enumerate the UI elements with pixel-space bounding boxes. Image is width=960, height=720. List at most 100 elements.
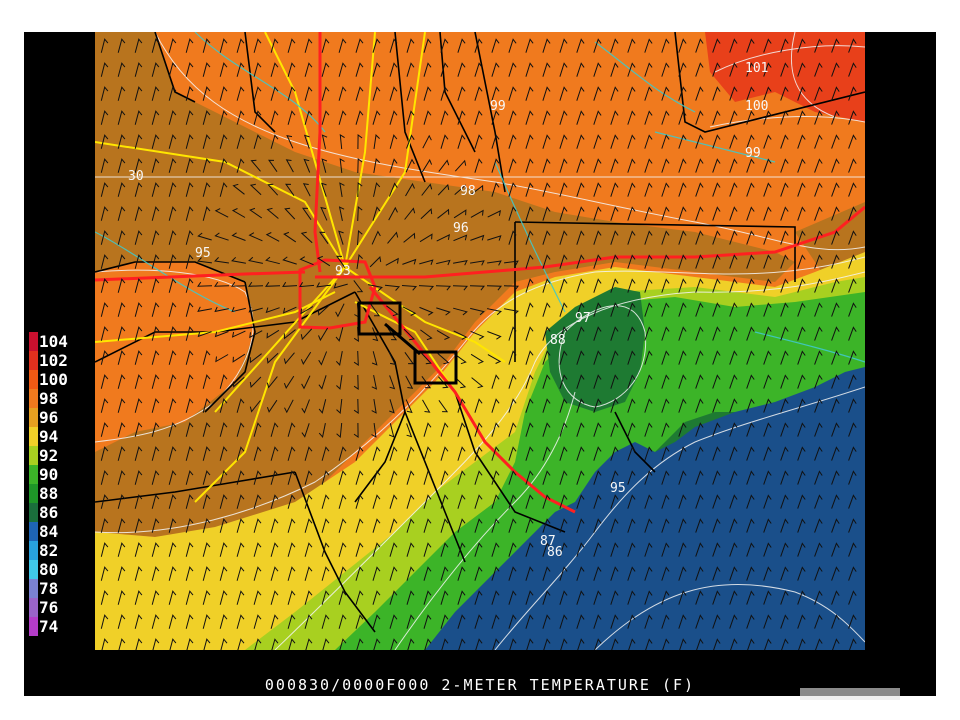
wind-barb (265, 281, 281, 287)
wind-barb (831, 182, 840, 197)
wind-barb (729, 182, 738, 197)
wind-barb (525, 254, 534, 269)
wind-barb (219, 566, 228, 581)
wind-barb (117, 230, 126, 245)
wind-barb (440, 470, 449, 485)
wind-barb (355, 590, 364, 605)
highlight-box-1 (357, 301, 402, 336)
wind-barb (168, 590, 177, 605)
wind-barb (283, 329, 296, 340)
wind-barb (214, 281, 230, 287)
wind-barb (134, 206, 143, 221)
wind-barb (798, 638, 806, 650)
wind-barb (151, 278, 160, 293)
wind-barb (814, 110, 823, 125)
wind-barb (219, 518, 228, 533)
wind-barb (645, 638, 653, 650)
wind-barb (593, 158, 602, 173)
wind-barb (712, 446, 721, 461)
wind-barb (219, 494, 228, 509)
temperature-map[interactable]: 101 100 99 99 98 96 95 93 97 88 95 86 87… (95, 32, 865, 650)
wind-barb (644, 230, 653, 245)
wind-barb (353, 374, 359, 390)
wind-barb (763, 254, 772, 269)
legend-swatch (29, 541, 38, 560)
legend-entry: 74 (29, 617, 93, 636)
wind-barb (763, 422, 772, 437)
wind-barb (712, 38, 721, 53)
wind-barb (100, 302, 109, 317)
interstates (95, 32, 865, 514)
wind-barb (831, 614, 840, 629)
wind-barb (746, 590, 755, 605)
wind-barb (610, 206, 619, 221)
wind-barb (814, 134, 823, 149)
wind-barb (197, 306, 212, 312)
wind-barb (454, 353, 467, 365)
wind-barb (474, 38, 483, 53)
wind-barb (814, 158, 823, 173)
wind-barb (232, 377, 245, 388)
wind-barb (168, 134, 177, 149)
wind-barb (729, 62, 738, 77)
wind-barb (185, 158, 194, 173)
wind-barb (560, 638, 568, 650)
wind-barb (286, 135, 294, 149)
wind-barb (610, 110, 619, 125)
wind-barb (831, 566, 840, 581)
wind-barb (848, 86, 857, 101)
wind-barb (406, 566, 415, 581)
wind-barb (287, 542, 296, 557)
wind-barb (372, 62, 381, 77)
wind-barb (797, 206, 806, 221)
wind-barb (525, 110, 534, 125)
wind-barb (168, 158, 177, 173)
wind-barb (644, 278, 653, 293)
wind-barb (168, 422, 177, 437)
wind-barb (814, 542, 823, 557)
wind-barb (559, 278, 568, 293)
wind-barb (236, 158, 245, 173)
contour-label: 30 (128, 169, 144, 184)
wind-barb (763, 302, 772, 317)
wind-barb (457, 422, 466, 437)
legend-entry: 100 (29, 370, 93, 389)
wind-barb (318, 375, 327, 390)
wind-barb (134, 422, 143, 437)
wind-barb (100, 398, 109, 413)
wind-barb (151, 110, 160, 125)
wind-barb (474, 62, 483, 77)
wind-barb (780, 182, 789, 197)
highways (95, 32, 506, 503)
wind-barb (525, 134, 534, 149)
wind-barb (100, 110, 109, 125)
wind-barb (185, 518, 194, 533)
wind-barb (389, 566, 398, 581)
wind-barb (763, 518, 772, 533)
wind-barb (559, 38, 568, 53)
wind-barb (696, 638, 704, 650)
wind-barb (457, 470, 466, 485)
wind-barb (440, 446, 449, 461)
legend-label: 86 (39, 503, 59, 522)
wind-barb (236, 446, 245, 461)
wind-barb (729, 374, 738, 389)
wind-barb (729, 398, 738, 413)
wind-barb (300, 328, 313, 341)
wind-barb (453, 307, 468, 316)
wind-barb (542, 542, 551, 557)
wind-barb (423, 470, 432, 485)
wind-barb (202, 374, 211, 389)
wind-barb (321, 494, 330, 509)
wind-barb (695, 446, 704, 461)
wind-barb (508, 494, 517, 509)
wind-barb (405, 158, 415, 173)
wind-barb (559, 86, 568, 101)
wind-barb (695, 158, 704, 173)
wind-barb (287, 518, 296, 533)
wind-barb (559, 422, 568, 437)
wind-barb (712, 374, 721, 389)
wind-barb (780, 542, 789, 557)
wind-barb (421, 376, 432, 389)
wind-barb (797, 134, 806, 149)
